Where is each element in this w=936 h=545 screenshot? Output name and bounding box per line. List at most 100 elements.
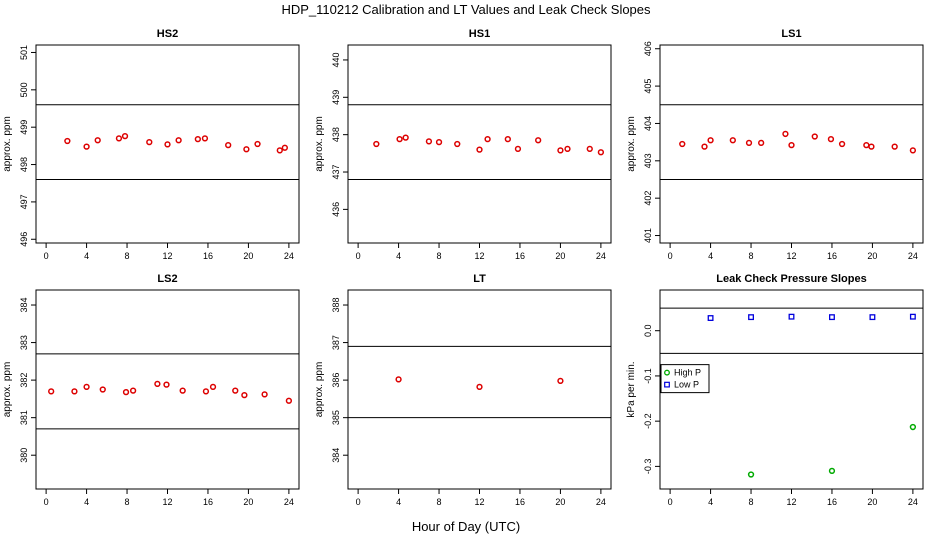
panel-title: LT xyxy=(473,273,486,285)
data-point xyxy=(868,143,875,150)
data-point xyxy=(891,143,898,150)
data-point xyxy=(209,383,217,391)
data-point xyxy=(476,383,483,391)
data-point xyxy=(909,313,916,320)
data-point xyxy=(164,141,171,148)
data-point xyxy=(194,135,201,143)
data-point xyxy=(828,467,836,475)
y-tick-label: 382 xyxy=(19,373,29,388)
data-point xyxy=(201,135,209,142)
x-tick-label: 4 xyxy=(708,497,713,507)
y-tick-label: 0.0 xyxy=(643,324,653,337)
data-point xyxy=(241,391,248,399)
x-tick-label: 24 xyxy=(596,251,606,261)
y-tick-label: 384 xyxy=(19,298,29,313)
panels: HS2 approx. ppm 0 4 8 12 16 20 24 496 497 498 499 500… xyxy=(2,28,924,507)
data-point xyxy=(435,138,443,146)
y-tick-label: 380 xyxy=(19,448,29,463)
data-point xyxy=(202,388,210,395)
data-point xyxy=(748,314,754,321)
legend-box xyxy=(660,364,710,394)
y-axis-label: approx. ppm xyxy=(2,362,13,418)
y-tick-label: 381 xyxy=(19,410,29,425)
x-tick-label: 24 xyxy=(908,497,918,507)
x-tick-label: 8 xyxy=(437,497,442,507)
x-tick-label: 4 xyxy=(84,251,89,261)
x-tick-label: 12 xyxy=(786,251,796,261)
y-tick-label: -0.1 xyxy=(643,368,653,384)
data-point xyxy=(454,140,461,148)
y-tick-label: 405 xyxy=(643,79,653,94)
figure-title: HDP_110212 Calibration and LT Values and… xyxy=(281,2,651,17)
data-point xyxy=(679,140,686,148)
y-axis-label: kPa per min. xyxy=(626,361,637,417)
x-tick-label: 20 xyxy=(243,251,253,261)
data-point xyxy=(175,137,182,144)
y-tick-label: -0.3 xyxy=(643,459,653,475)
data-point xyxy=(707,137,714,144)
x-tick-label: 12 xyxy=(474,497,484,507)
data-point xyxy=(504,135,511,143)
data-point xyxy=(232,387,239,394)
y-tick-label: 406 xyxy=(643,41,653,56)
panel-0: HS2 approx. ppm 0 4 8 12 16 20 24 496 497 498 499 500… xyxy=(2,28,300,261)
x-tick-label: 16 xyxy=(827,497,837,507)
data-point xyxy=(557,377,564,385)
data-point xyxy=(484,135,491,143)
x-tick-label: 20 xyxy=(867,497,877,507)
data-point xyxy=(285,397,293,404)
data-point xyxy=(811,133,818,140)
legend-label: Low P xyxy=(674,380,699,390)
y-tick-label: 386 xyxy=(331,373,341,388)
data-point xyxy=(281,144,288,151)
x-tick-label: 24 xyxy=(284,497,294,507)
x-tick-label: 0 xyxy=(44,497,49,507)
panel-5: Leak Check Pressure Slopes kPa per min. 0 4… xyxy=(626,273,924,507)
x-tick-label: 0 xyxy=(44,251,49,261)
x-tick-label: 0 xyxy=(668,497,673,507)
x-tick-label: 20 xyxy=(243,497,253,507)
data-point xyxy=(827,135,835,143)
data-point xyxy=(788,313,795,320)
data-point xyxy=(395,376,402,383)
data-point xyxy=(276,147,283,154)
x-tick-label: 16 xyxy=(515,497,525,507)
x-tick-label: 4 xyxy=(396,251,401,261)
data-point xyxy=(129,387,137,394)
x-tick-label: 8 xyxy=(749,251,754,261)
data-point xyxy=(747,471,755,478)
y-tick-label: 404 xyxy=(643,116,653,131)
y-tick-label: 499 xyxy=(19,120,29,135)
data-point xyxy=(514,145,522,153)
data-point xyxy=(48,388,55,395)
data-point xyxy=(225,141,232,149)
panel-title: Leak Check Pressure Slopes xyxy=(716,273,866,285)
legend-label: High P xyxy=(674,368,701,378)
data-point xyxy=(243,146,250,153)
y-tick-label: 385 xyxy=(331,410,341,425)
data-point xyxy=(146,138,153,146)
x-tick-label: 0 xyxy=(668,251,673,261)
y-tick-label: 497 xyxy=(19,194,29,209)
x-tick-label: 4 xyxy=(708,251,713,261)
data-point xyxy=(707,315,714,321)
data-point xyxy=(396,135,403,143)
y-axis-label: approx. ppm xyxy=(626,116,637,172)
data-point xyxy=(597,149,605,156)
data-point xyxy=(838,140,846,148)
data-point xyxy=(154,380,161,388)
data-point xyxy=(83,383,90,391)
y-tick-label: 437 xyxy=(331,165,341,180)
data-point xyxy=(869,314,876,321)
data-point xyxy=(261,391,268,398)
x-tick-label: 4 xyxy=(84,497,89,507)
x-tick-label: 8 xyxy=(125,251,130,261)
data-point xyxy=(476,146,483,153)
y-tick-label: 496 xyxy=(19,232,29,247)
data-point xyxy=(121,133,129,140)
x-tick-label: 16 xyxy=(203,251,213,261)
data-point xyxy=(94,137,101,144)
y-tick-label: 402 xyxy=(643,191,653,206)
data-point xyxy=(99,386,106,393)
